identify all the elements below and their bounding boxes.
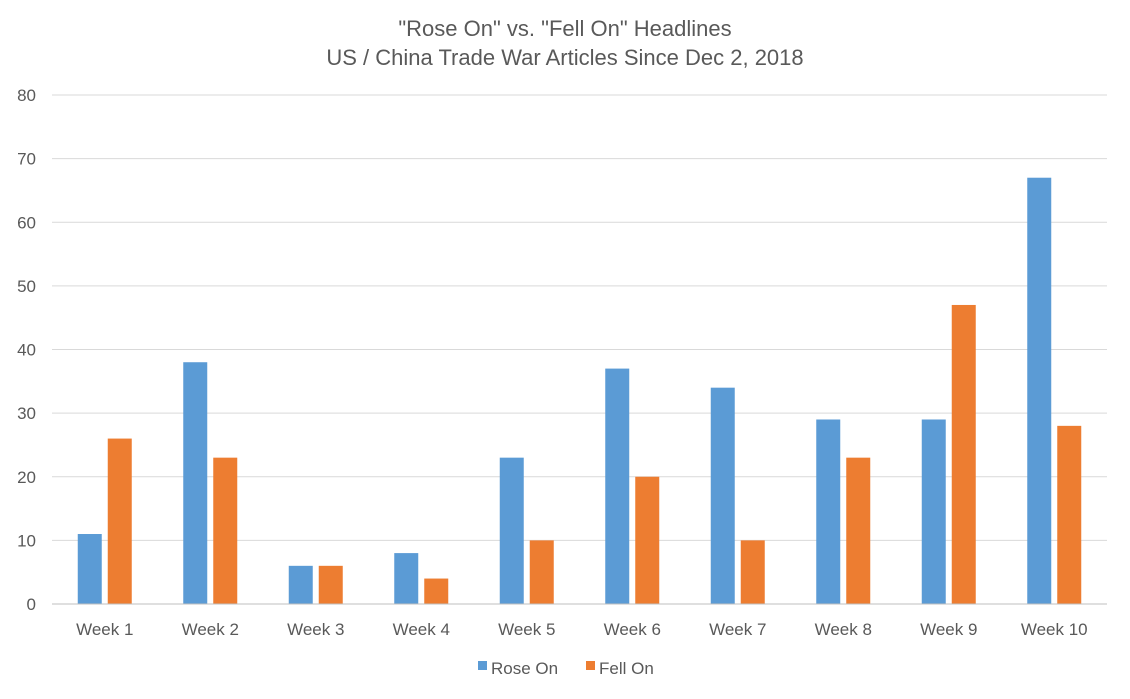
x-tick-label: Week 8 — [815, 620, 872, 639]
legend-label: Rose On — [491, 659, 558, 678]
chart-title: "Rose On" vs. "Fell On" Headlines — [398, 16, 731, 41]
y-tick-label: 80 — [17, 86, 36, 105]
x-tick-label: Week 9 — [920, 620, 977, 639]
y-tick-label: 40 — [17, 341, 36, 360]
x-tick-label: Week 3 — [287, 620, 344, 639]
x-tick-label: Week 10 — [1021, 620, 1088, 639]
bar-fell-on — [1057, 425, 1082, 604]
bar-rose-on — [605, 368, 630, 604]
bar-rose-on — [710, 387, 735, 604]
bar-fell-on — [424, 578, 449, 604]
y-tick-label: 0 — [27, 595, 36, 614]
legend-swatch — [586, 661, 595, 670]
bar-rose-on — [816, 419, 841, 604]
y-tick-label: 50 — [17, 277, 36, 296]
y-tick-label: 60 — [17, 213, 36, 232]
bar-fell-on — [107, 438, 132, 604]
y-axis-ticks: 0 10 20 30 40 50 60 70 80 — [17, 86, 36, 614]
bar-fell-on — [846, 457, 871, 604]
x-tick-label: Week 5 — [498, 620, 555, 639]
bar-fell-on — [951, 304, 976, 604]
bar-fell-on — [635, 476, 660, 604]
bar-fell-on — [740, 540, 765, 604]
bar-rose-on — [183, 362, 208, 604]
y-tick-label: 20 — [17, 468, 36, 487]
y-tick-label: 30 — [17, 404, 36, 423]
x-tick-label: Week 7 — [709, 620, 766, 639]
bar-rose-on — [394, 553, 419, 604]
legend-swatch — [478, 661, 487, 670]
bar-rose-on — [921, 419, 946, 604]
bar-rose-on — [1027, 177, 1052, 604]
gridlines — [52, 94, 1107, 541]
x-tick-label: Week 4 — [393, 620, 450, 639]
x-tick-label: Week 2 — [182, 620, 239, 639]
x-tick-label: Week 6 — [604, 620, 661, 639]
legend: Rose On Fell On — [478, 659, 654, 678]
bar-rose-on — [288, 565, 313, 604]
y-tick-label: 70 — [17, 150, 36, 169]
bar-fell-on — [529, 540, 554, 604]
chart-subtitle: US / China Trade War Articles Since Dec … — [326, 45, 803, 70]
x-tick-label: Week 1 — [76, 620, 133, 639]
y-tick-label: 10 — [17, 531, 36, 550]
bar-fell-on — [318, 565, 343, 604]
bars — [77, 177, 1082, 604]
bar-fell-on — [213, 457, 238, 604]
bar-rose-on — [499, 457, 524, 604]
bar-rose-on — [77, 534, 102, 604]
x-axis-ticks: Week 1 Week 2 Week 3 Week 4 Week 5 Week 6 Week… — [76, 620, 1088, 639]
legend-label: Fell On — [599, 659, 654, 678]
